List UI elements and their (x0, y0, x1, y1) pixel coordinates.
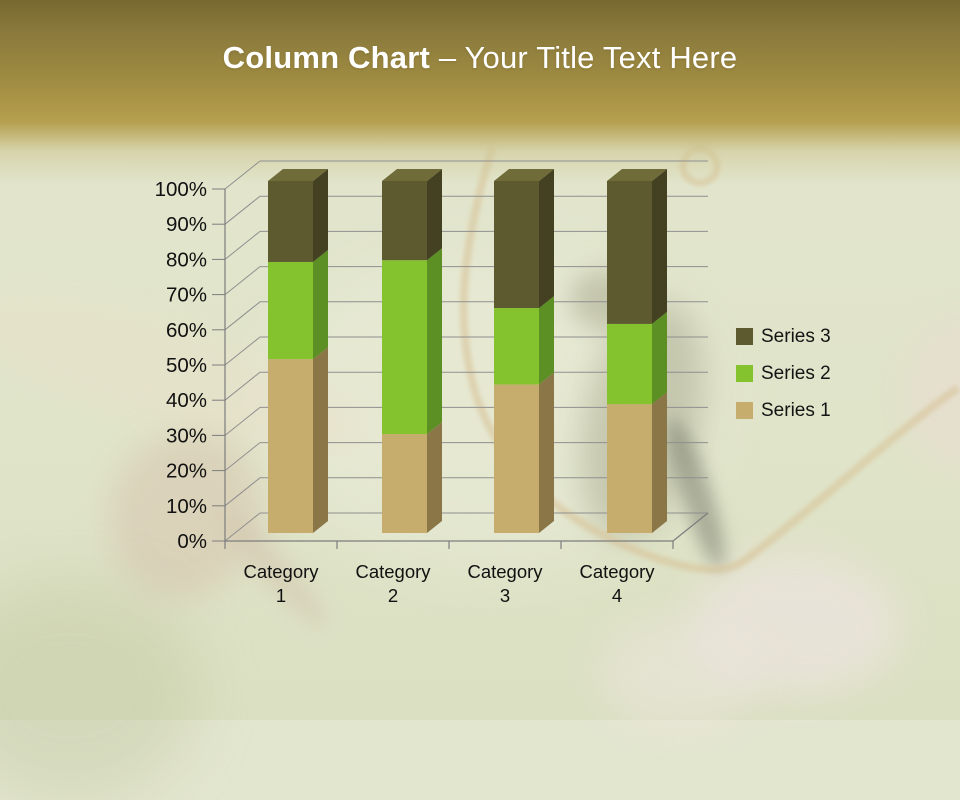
legend-label: Series 2 (761, 363, 831, 384)
legend-swatch-series-3 (736, 328, 753, 345)
bar-side-series-2 (313, 249, 328, 360)
slide-title[interactable]: Column Chart – Your Title Text Here (0, 40, 960, 76)
gridline-depth (224, 477, 261, 507)
legend-label: Series 3 (761, 326, 831, 347)
bar-side-series-1 (652, 392, 667, 533)
y-axis-label: 50% (166, 354, 207, 377)
category-label: Category 2 (355, 561, 431, 606)
gridline-depth (224, 512, 261, 542)
bar-front-series-1 (268, 359, 313, 533)
y-axis-label: 10% (166, 495, 207, 518)
bar-side-series-1 (427, 422, 442, 533)
y-axis-label: 70% (166, 284, 207, 307)
legend-item-series-3[interactable]: Series 3 (736, 326, 831, 347)
slide-title-regular: – Your Title Text Here (438, 40, 738, 75)
gridline-depth (224, 231, 261, 260)
bar-top-series-3 (494, 169, 554, 181)
chart-legend[interactable]: Series 3 Series 2 Series 1 (736, 326, 831, 437)
bar-front-series-3 (494, 181, 539, 309)
gridline-depth (224, 407, 261, 436)
y-axis-label: 80% (166, 248, 207, 271)
gridline-depth (224, 442, 261, 471)
bar-top-series-3 (607, 169, 667, 181)
bar-front-series-3 (607, 181, 652, 324)
gridline-depth (224, 195, 261, 225)
y-axis-label: 30% (166, 424, 207, 447)
legend-item-series-2[interactable]: Series 2 (736, 363, 831, 384)
bar-front-series-2 (268, 261, 313, 360)
bar-front-series-1 (494, 384, 539, 533)
bar-front-series-1 (382, 434, 427, 533)
bar-side-series-1 (313, 347, 328, 533)
slide-title-bold: Column Chart (222, 40, 430, 75)
bar-side-series-3 (652, 169, 667, 324)
bar-side-series-2 (652, 311, 667, 405)
legend-swatch-series-1 (736, 402, 753, 419)
bar-front-series-1 (607, 404, 652, 533)
gridline-depth (224, 160, 261, 190)
bar-side-series-1 (539, 372, 554, 533)
y-axis-label: 40% (166, 389, 207, 412)
gridline-depth (224, 301, 261, 331)
bar-side-series-3 (539, 169, 554, 309)
category-label: Category 3 (467, 561, 543, 606)
bar-front-series-2 (382, 260, 427, 435)
bar-side-series-3 (313, 169, 328, 262)
y-axis-label: 0% (177, 530, 207, 553)
chart-svg[interactable]: 0% 10% 20% 30% 40% 50% 60% 70% 80% 90% 100% Categor… (0, 0, 960, 720)
bar-front-series-3 (382, 181, 427, 261)
y-axis-label: 60% (166, 319, 207, 342)
bar-side-series-2 (427, 248, 442, 435)
bar-top-series-3 (382, 169, 442, 181)
bar-front-series-2 (494, 308, 539, 385)
y-axis-label: 90% (166, 213, 207, 236)
category-label: Category 4 (579, 561, 655, 606)
category-label: Category 1 (243, 561, 319, 606)
legend-swatch-series-2 (736, 365, 753, 382)
bar-front-series-3 (268, 181, 313, 262)
gridline-depth (224, 336, 261, 366)
y-axis-label: 20% (166, 460, 207, 483)
bar-side-series-3 (427, 169, 442, 261)
gridline-depth (224, 266, 261, 295)
bar-top-series-3 (268, 169, 328, 181)
bar-front-series-2 (607, 323, 652, 405)
legend-item-series-1[interactable]: Series 1 (736, 400, 831, 421)
floor-right-edge (672, 512, 709, 542)
legend-label: Series 1 (761, 400, 831, 421)
gridline-depth (224, 371, 261, 401)
y-axis-label: 100% (155, 178, 207, 201)
bar-side-series-2 (539, 296, 554, 385)
